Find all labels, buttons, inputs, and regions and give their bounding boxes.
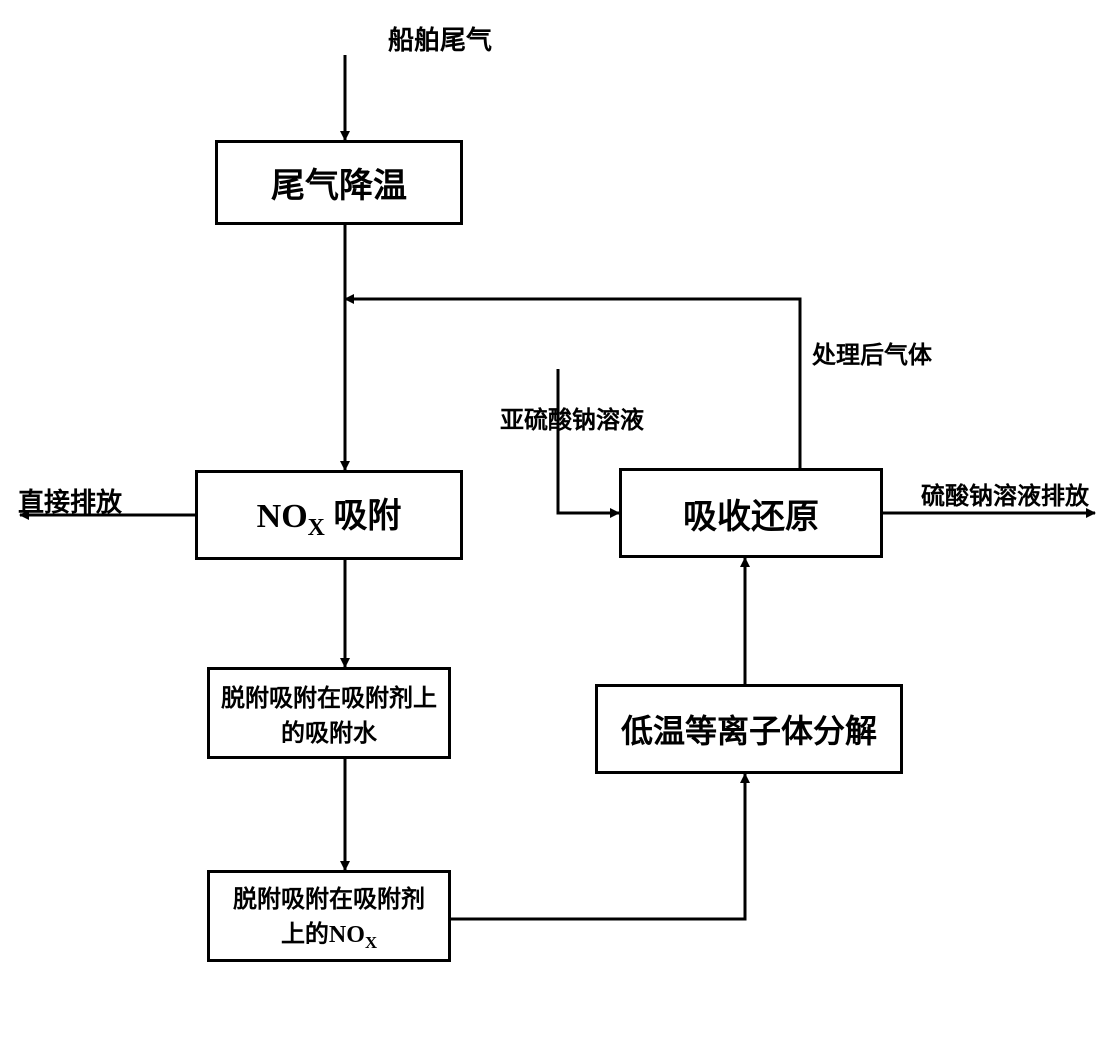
plasma-label: 低温等离子体分解: [621, 706, 877, 752]
input-label: 船舶尾气: [388, 20, 492, 57]
cooling-box: 尾气降温: [215, 140, 463, 225]
adsorption-box: NOX 吸附: [195, 470, 463, 560]
desorb-water-box: 脱附吸附在吸附剂上的吸附水: [207, 667, 451, 759]
desorb-nox-box: 脱附吸附在吸附剂上的NOX: [207, 870, 451, 962]
sulfite-label: 亚硫酸钠溶液: [500, 400, 644, 435]
flow-arrows: [0, 0, 1117, 1052]
adsorption-label: NOX 吸附: [257, 488, 402, 542]
sulfate-emit-label: 硫酸钠溶液排放: [921, 476, 1089, 511]
plasma-box: 低温等离子体分解: [595, 684, 903, 774]
absorb-reduce-box: 吸收还原: [619, 468, 883, 558]
treated-gas-label: 处理后气体: [812, 335, 932, 370]
desorb-water-label: 脱附吸附在吸附剂上的吸附水: [218, 678, 440, 748]
cooling-label: 尾气降温: [271, 158, 407, 207]
desorb-nox-label: 脱附吸附在吸附剂上的NOX: [233, 879, 425, 953]
direct-emit-label: 直接排放: [18, 482, 122, 519]
absorb-reduce-label: 吸收还原: [683, 489, 819, 538]
